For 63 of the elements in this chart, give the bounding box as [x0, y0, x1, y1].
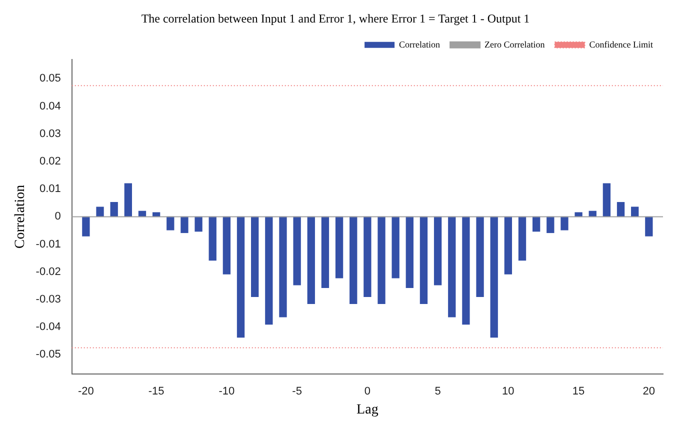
bar: [293, 216, 301, 286]
bar: [180, 216, 188, 234]
bar: [321, 216, 330, 288]
bar: [406, 216, 414, 288]
bar: [434, 216, 442, 286]
y-tick-label: 0: [54, 210, 61, 223]
bar: [236, 216, 245, 338]
y-tick-label: 0.04: [39, 100, 61, 112]
x-tick-label: -20: [78, 386, 94, 398]
bar: [279, 216, 287, 318]
legend-label: Zero Correlation: [484, 39, 546, 50]
bar: [96, 206, 104, 218]
y-tick-label: -0.05: [36, 348, 61, 361]
x-tick-label: 0: [364, 386, 370, 398]
y-tick-label: -0.03: [36, 294, 61, 306]
y-axis-title: Correlation: [13, 184, 28, 249]
x-tick-label: -15: [148, 386, 164, 398]
bar: [490, 216, 498, 338]
bar: [518, 216, 526, 261]
bar: [392, 216, 400, 278]
bar: [251, 216, 259, 298]
bar: [448, 216, 456, 318]
bar: [560, 216, 568, 230]
bar: [504, 216, 512, 274]
x-tick-label: 15: [572, 386, 585, 398]
bar: [364, 216, 372, 298]
bar: [476, 216, 484, 298]
x-tick-label: 20: [642, 386, 656, 398]
bar: [420, 216, 428, 304]
x-tick-label: 10: [502, 386, 514, 398]
bar: [335, 216, 344, 278]
x-tick-label: -10: [218, 386, 235, 398]
bar: [602, 183, 611, 218]
y-tick-label: 0.03: [39, 128, 61, 140]
y-tick-label: 0.02: [39, 156, 61, 168]
bar: [631, 206, 639, 218]
bar: [166, 216, 174, 230]
bar: [307, 216, 315, 304]
y-tick-label: -0.04: [36, 321, 61, 334]
y-tick-label: 0.05: [39, 72, 61, 85]
bar: [462, 216, 470, 325]
x-tick-label: 5: [434, 386, 441, 398]
bar: [110, 202, 118, 218]
bar: [124, 183, 132, 218]
bar: [194, 216, 202, 232]
bar: [208, 216, 216, 261]
bar: [82, 216, 90, 236]
y-tick-label: 0.01: [39, 183, 61, 196]
bar: [378, 216, 386, 304]
bar: [546, 216, 554, 234]
chart-title: The correlation between Input 1 and Error 1, where Error 1 = Target 1 - Output 1: [141, 11, 530, 26]
bar: [532, 216, 540, 232]
bar: [645, 216, 653, 236]
x-tick-label: -5: [292, 386, 302, 398]
bar: [265, 216, 273, 325]
legend-label: Correlation: [399, 39, 441, 50]
bar: [350, 216, 358, 304]
y-tick-label: -0.01: [36, 238, 61, 250]
bar: [222, 216, 231, 274]
x-axis-title: Lag: [356, 402, 378, 418]
bar: [616, 202, 625, 218]
y-tick-label: -0.02: [36, 266, 61, 278]
legend-label: Confidence Limit: [589, 39, 654, 50]
